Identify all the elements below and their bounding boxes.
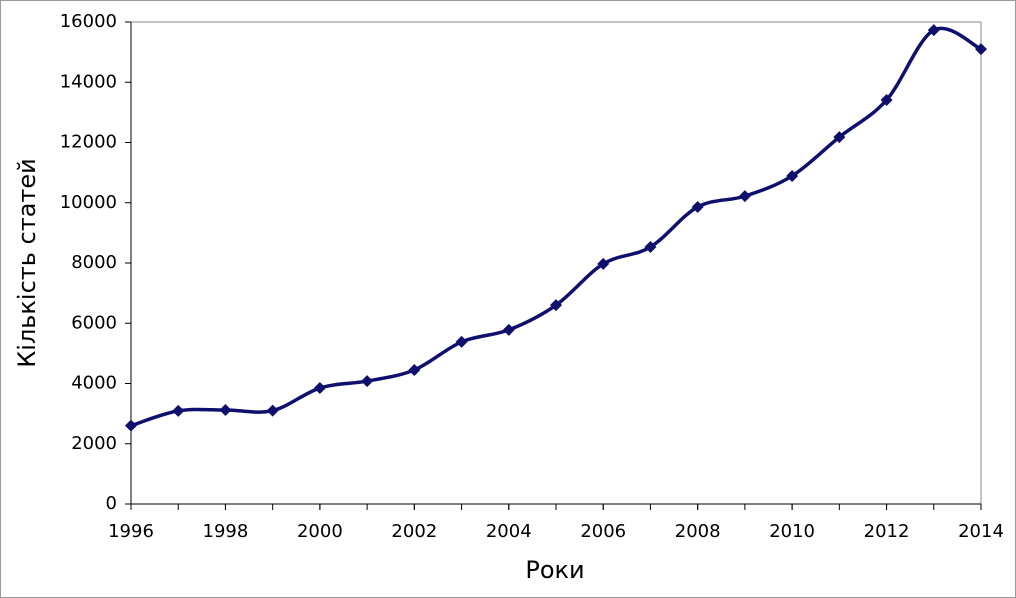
- x-tick-label: 2002: [391, 521, 437, 542]
- marker: [880, 94, 893, 107]
- marker: [313, 382, 326, 395]
- marker: [644, 241, 657, 254]
- y-tick-label: 8000: [71, 252, 117, 273]
- y-tick-label: 14000: [60, 71, 117, 92]
- marker: [975, 43, 987, 56]
- marker: [738, 190, 751, 203]
- x-tick-label: 2004: [486, 521, 532, 542]
- y-tick-label: 10000: [60, 192, 117, 213]
- marker: [833, 131, 846, 144]
- y-tick-label: 0: [106, 493, 117, 514]
- y-tick-label: 2000: [71, 433, 117, 454]
- marker: [927, 24, 940, 37]
- y-axis-title: Кількість статей: [13, 158, 41, 368]
- x-tick-label: 2014: [958, 521, 1004, 542]
- x-tick-label: 2012: [864, 521, 910, 542]
- marker: [550, 299, 562, 312]
- marker: [786, 169, 799, 182]
- x-tick-label: 1998: [203, 521, 249, 542]
- marker: [125, 419, 137, 432]
- x-tick-label: 2008: [675, 521, 721, 542]
- marker: [597, 257, 610, 270]
- marker: [172, 404, 185, 417]
- marker: [502, 323, 515, 336]
- marker: [266, 404, 279, 417]
- marker: [361, 375, 374, 388]
- y-tick-label: 6000: [71, 312, 117, 333]
- x-tick-label: 2000: [297, 521, 343, 542]
- marker: [219, 404, 232, 417]
- y-tick-label: 16000: [60, 11, 117, 32]
- x-tick-label: 2006: [580, 521, 626, 542]
- x-axis-title: Роки: [525, 556, 584, 584]
- y-tick-label: 4000: [71, 373, 117, 394]
- x-tick-label: 2010: [769, 521, 815, 542]
- y-tick-label: 12000: [60, 132, 117, 153]
- marker: [455, 335, 468, 348]
- x-tick-label: 1996: [108, 521, 154, 542]
- marker: [408, 363, 421, 376]
- marker: [691, 200, 704, 213]
